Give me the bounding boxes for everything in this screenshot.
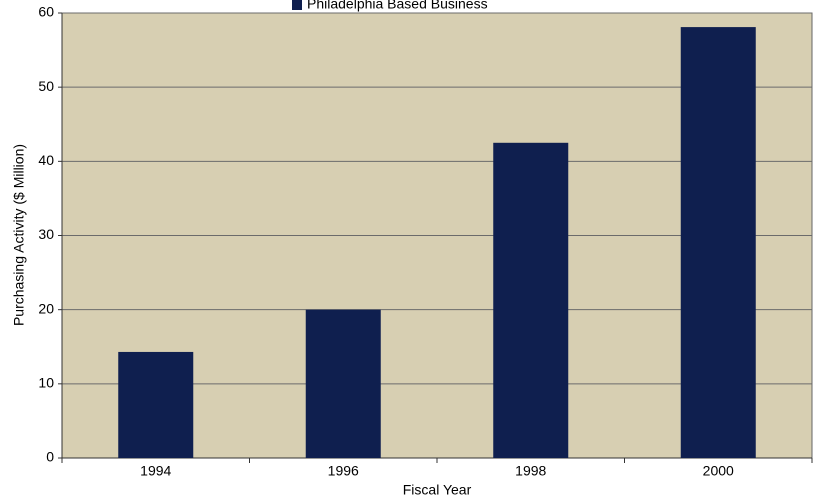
x-axis-title: Fiscal Year (403, 482, 472, 498)
legend-swatch (292, 0, 302, 10)
y-tick-label: 50 (38, 78, 54, 94)
bar (493, 142, 569, 458)
y-tick-label: 10 (38, 375, 54, 391)
x-tick-label: 2000 (703, 463, 734, 479)
y-tick-label: 40 (38, 152, 54, 168)
bar (680, 27, 756, 458)
y-tick-label: 30 (38, 226, 54, 242)
legend-label: Philadelphia Based Business (307, 0, 488, 12)
x-tick-label: 1996 (328, 463, 359, 479)
y-axis-title: Purchasing Activity ($ Million) (11, 144, 27, 326)
x-tick-label: 1998 (515, 463, 546, 479)
y-tick-label: 20 (38, 300, 54, 316)
bar (118, 351, 194, 458)
x-tick-label: 1994 (140, 463, 171, 479)
y-tick-label: 0 (46, 449, 54, 465)
bar (305, 309, 381, 458)
y-tick-label: 60 (38, 4, 54, 20)
